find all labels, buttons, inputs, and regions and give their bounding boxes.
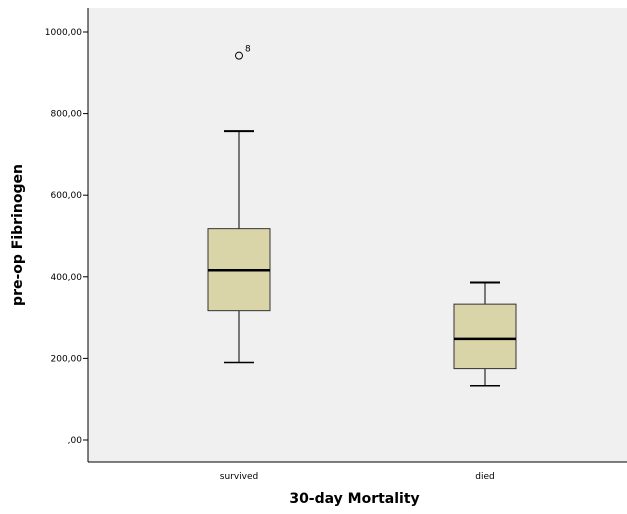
y-tick-label: ,00 (68, 436, 83, 446)
y-tick-label: 800,00 (51, 110, 83, 120)
category-labels: survived died (220, 472, 495, 482)
y-tick-label: 1000,00 (45, 28, 82, 38)
y-tick-label: 200,00 (51, 354, 83, 364)
outlier-label: 8 (245, 45, 251, 55)
y-axis-title: pre-op Fibrinogen (10, 164, 26, 306)
y-tick-label: 600,00 (51, 191, 83, 201)
axes (87, 8, 627, 463)
box-survived: 8 (207, 45, 271, 364)
plot-area (88, 8, 627, 462)
iqr-box (453, 303, 517, 370)
x-axis-title: 30-day Mortality (289, 491, 419, 507)
outlier-point (235, 51, 243, 60)
boxes: 8 (207, 45, 517, 387)
y-tick-label: 400,00 (51, 273, 83, 283)
box-died (453, 281, 517, 387)
y-ticks: ,00 200,00 400,00 600,00 800,00 1000,00 (45, 28, 88, 446)
x-category-label: died (475, 472, 494, 482)
x-category-label: survived (220, 472, 259, 482)
